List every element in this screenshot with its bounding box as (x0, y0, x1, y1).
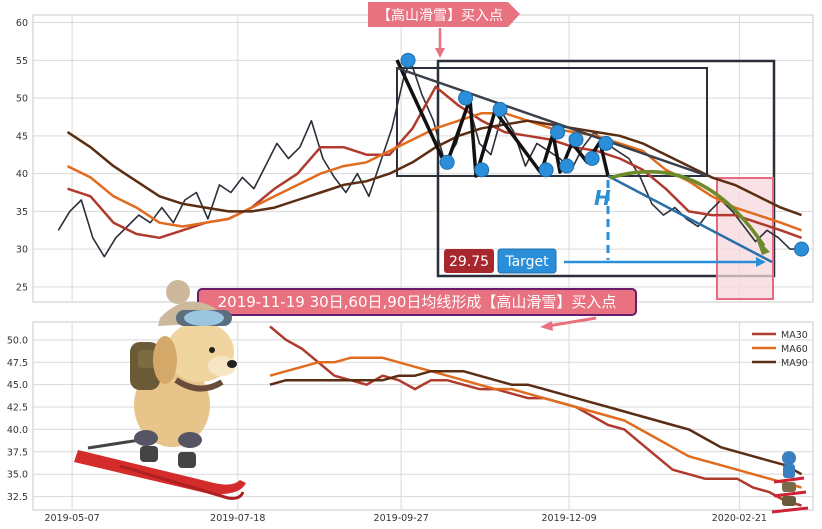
price-y-tick-label: 30 (16, 245, 28, 256)
h-height-label: H (594, 186, 611, 210)
price-badge (444, 249, 494, 273)
pattern-point-marker (559, 158, 575, 174)
x-tick-label: 2019-09-27 (374, 513, 429, 524)
pattern-point-marker (584, 151, 600, 166)
x-tick-label: 2019-05-07 (45, 513, 100, 524)
pattern-outer-box (436, 59, 776, 278)
arc-arrowhead (756, 238, 770, 255)
ma-y-tick-label: 45.0 (7, 380, 28, 391)
ma-series-ma60 (269, 356, 802, 489)
price-y-tick-label: 50 (16, 94, 28, 105)
price-series-ma30 (67, 85, 802, 240)
x-tick-label: 2019-07-18 (210, 513, 265, 524)
pattern-point-marker (439, 154, 455, 170)
ma-y-tick-label: 42.5 (7, 403, 28, 414)
pattern-point-marker (550, 124, 566, 140)
target-badge-text: Target (504, 254, 549, 270)
ma-y-tick-label: 37.5 (7, 447, 28, 458)
projection-line (607, 174, 773, 264)
pattern-point-marker (598, 135, 614, 151)
projection-arc (609, 169, 766, 247)
legend-label-ma60: MA60 (781, 344, 808, 355)
signal-label: 2019-11-19 30日,60日,90日均线形成【高山滑雪】买入点 (218, 293, 617, 311)
pattern-point-marker (474, 162, 490, 178)
skiing-dog-illustration (74, 280, 246, 500)
x-tick-label: 2020-02-21 (712, 513, 767, 524)
price-y-tick-label: 55 (16, 56, 28, 67)
price-y-tick-label: 35 (16, 207, 28, 218)
ma-y-tick-label: 35.0 (7, 470, 28, 481)
legend: MA30 MA60 MA90 (752, 330, 808, 369)
price-y-tick-label: 60 (16, 18, 28, 29)
legend-label-ma30: MA30 (781, 330, 808, 341)
price-y-tick-label: 45 (16, 131, 28, 142)
ma-series-ma90 (269, 369, 803, 476)
legend-label-ma90: MA90 (781, 358, 808, 369)
pattern-point-marker (458, 90, 474, 106)
ma-y-tick-label: 47.5 (7, 358, 28, 369)
target-arrowhead (756, 257, 766, 267)
signal-arrow-line (547, 316, 597, 328)
ma-y-tick-label: 40.0 (7, 425, 28, 436)
signal-arrowhead (540, 321, 553, 331)
pattern-point-marker (793, 241, 809, 257)
pattern-point-marker (538, 162, 554, 178)
price-y-tick-label: 25 (16, 282, 28, 293)
target-badge (497, 248, 557, 274)
pattern-point-marker (400, 52, 416, 68)
pattern-point-marker (492, 101, 508, 117)
buy-point-label: 【高山滑雪】买入点 (377, 7, 503, 24)
x-tick-label: 2019-12-09 (541, 513, 596, 524)
mini-skier-icons (771, 451, 809, 514)
price-panel-frame (32, 14, 814, 303)
ma-y-tick-label: 50.0 (7, 335, 28, 346)
pattern-point-marker (568, 132, 584, 148)
descending-trend-line (396, 66, 709, 178)
pattern-inner-box (396, 67, 708, 177)
price-badge-text: 29.75 (449, 254, 489, 270)
buy-point-label-box (368, 2, 520, 27)
price-y-tick-label: 40 (16, 169, 28, 180)
ma-series-ma30 (269, 325, 802, 507)
buy-point-arrowhead (435, 48, 445, 58)
ma-y-tick-label: 32.5 (7, 492, 28, 503)
